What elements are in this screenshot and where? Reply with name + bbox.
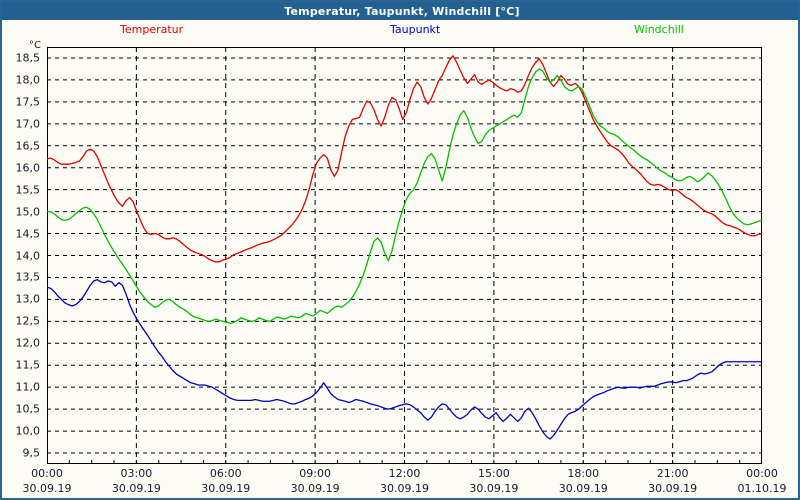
- x-axis-tick-time: 00:00: [31, 467, 63, 480]
- legend-item-taupunkt: Taupunkt: [390, 23, 441, 36]
- x-axis-tick-labels: 00:00 30.09.19 03:00 30.09.19 06:00 30.09.19 0…: [2, 466, 798, 498]
- plot-area: [47, 47, 762, 464]
- y-axis-tick: 16,0: [15, 161, 41, 175]
- legend-item-temperatur: Temperatur: [120, 23, 184, 36]
- x-axis-tick: 15:00 30.09.19: [469, 466, 518, 496]
- y-axis-tick: 15,5: [15, 183, 41, 197]
- x-axis-tick-date: 30.09.19: [648, 482, 698, 495]
- x-axis-tick: 06:00 30.09.19: [201, 466, 250, 496]
- x-axis-tick-time: 18:00: [567, 467, 600, 480]
- y-axis-tick: 12,5: [15, 314, 41, 328]
- y-axis-tick: 11,5: [15, 358, 41, 372]
- x-axis-tick-time: 06:00: [209, 467, 242, 480]
- y-axis-tick: 11,0: [15, 380, 41, 394]
- x-axis-tick-time: 12:00: [388, 467, 421, 480]
- y-axis-tick: 12,0: [15, 336, 41, 350]
- x-axis-tick: 00:00 01.10.19: [738, 466, 787, 496]
- x-axis-tick-date: 30.09.19: [558, 482, 608, 495]
- y-axis-tick: 14,0: [15, 249, 41, 262]
- window-titlebar: Temperatur, Taupunkt, Windchill [°C]: [2, 2, 798, 20]
- x-axis-tick-date: 30.09.19: [22, 482, 72, 495]
- x-axis-tick-date: 01.10.19: [737, 482, 787, 495]
- x-axis-tick-date: 30.09.19: [290, 482, 340, 495]
- series-line-temperatur: [47, 55, 762, 263]
- series-line-taupunkt: [47, 278, 762, 440]
- x-axis-tick-time: 15:00: [478, 467, 510, 480]
- y-axis-tick: 14,5: [15, 227, 41, 241]
- y-axis-tick: 15,0: [15, 205, 41, 219]
- y-axis-tick: 9,5: [22, 446, 41, 460]
- x-axis-tick-date: 30.09.19: [111, 482, 161, 495]
- x-axis-tick: 00:00 30.09.19: [23, 466, 72, 496]
- x-axis-tick-time: 03:00: [120, 467, 153, 480]
- y-axis-tick: 17,5: [15, 95, 41, 109]
- x-axis-tick-date: 30.09.19: [201, 482, 251, 495]
- window-title: Temperatur, Taupunkt, Windchill [°C]: [284, 4, 520, 18]
- y-axis-tick: 13,0: [15, 292, 41, 306]
- x-axis-tick-time: 21:00: [656, 467, 689, 480]
- x-axis-tick-time: 00:00: [746, 467, 778, 480]
- x-axis-tick: 18:00 30.09.19: [559, 466, 608, 496]
- x-axis-tick-time: 09:00: [299, 467, 331, 480]
- y-axis-tick: 17,0: [15, 117, 41, 131]
- x-axis-tick: 09:00 30.09.19: [291, 466, 340, 496]
- x-axis-tick: 12:00 30.09.19: [380, 466, 429, 496]
- legend-item-windchill: Windchill: [634, 23, 684, 36]
- y-axis-tick: 18,0: [15, 73, 41, 87]
- x-axis-tick: 03:00 30.09.19: [112, 466, 161, 496]
- series-line-windchill: [47, 68, 762, 325]
- x-axis-tick-date: 30.09.19: [380, 482, 429, 495]
- y-axis-tick-labels: 18,5 18,0 17,5 17,0 16,5 16,0 15,5 15,0 14,5 14,0…: [2, 47, 45, 464]
- x-axis-tick: 21:00 30.09.19: [648, 466, 697, 496]
- y-axis-tick: 10,5: [15, 402, 41, 416]
- y-axis-tick: 10,0: [15, 424, 41, 438]
- y-axis-tick: 18,5: [15, 51, 41, 65]
- y-axis-tick: 16,5: [15, 139, 41, 153]
- y-axis-unit-label: °C: [29, 40, 41, 51]
- chart-legend: Temperatur Taupunkt Windchill: [2, 21, 798, 39]
- y-axis-tick: 13,5: [15, 270, 41, 284]
- x-axis-tick-date: 30.09.19: [469, 482, 519, 495]
- chart-series: [47, 55, 762, 440]
